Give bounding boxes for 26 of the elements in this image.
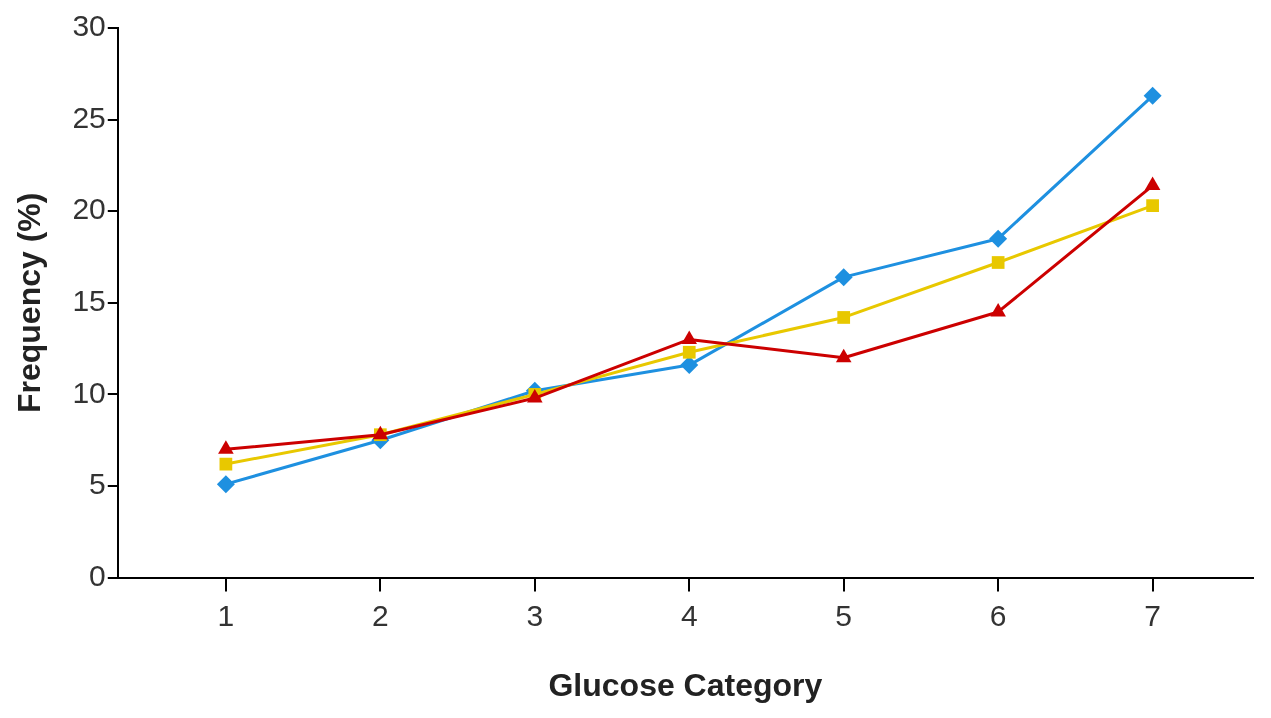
x-axis-title: Glucose Category	[548, 666, 823, 703]
y-tick-label: 30	[72, 9, 106, 43]
x-tick-label: 3	[526, 598, 544, 632]
point	[989, 229, 1008, 248]
point	[991, 256, 1005, 269]
x-tick-label: 7	[1144, 598, 1161, 632]
point	[216, 475, 235, 494]
point	[1144, 176, 1161, 191]
y-tick-label: 25	[72, 100, 106, 134]
point	[1143, 86, 1162, 105]
x-tick-label: 6	[989, 598, 1007, 632]
y-tick-label: 10	[72, 375, 106, 409]
x-tick-label: 5	[835, 598, 853, 632]
point	[1146, 199, 1159, 213]
y-tick-label: 15	[72, 284, 106, 318]
point	[834, 268, 853, 287]
y-tick-label: 5	[89, 467, 106, 501]
x-tick-label: 4	[680, 598, 698, 632]
y-tick-label: 0	[89, 558, 106, 592]
y-axis-title: Frequency (%)	[11, 192, 48, 414]
point	[837, 311, 851, 324]
x-tick-label: 1	[217, 598, 235, 632]
y-tick-label: 20	[72, 192, 106, 226]
x-tick-label: 2	[372, 598, 389, 632]
point	[680, 356, 699, 375]
point	[682, 345, 696, 359]
